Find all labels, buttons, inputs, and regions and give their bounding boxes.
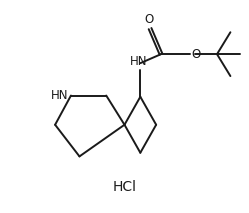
- Text: HN: HN: [51, 89, 68, 102]
- Text: HN: HN: [130, 55, 147, 68]
- Text: HCl: HCl: [113, 180, 136, 194]
- Text: O: O: [191, 48, 201, 61]
- Text: O: O: [144, 13, 153, 26]
